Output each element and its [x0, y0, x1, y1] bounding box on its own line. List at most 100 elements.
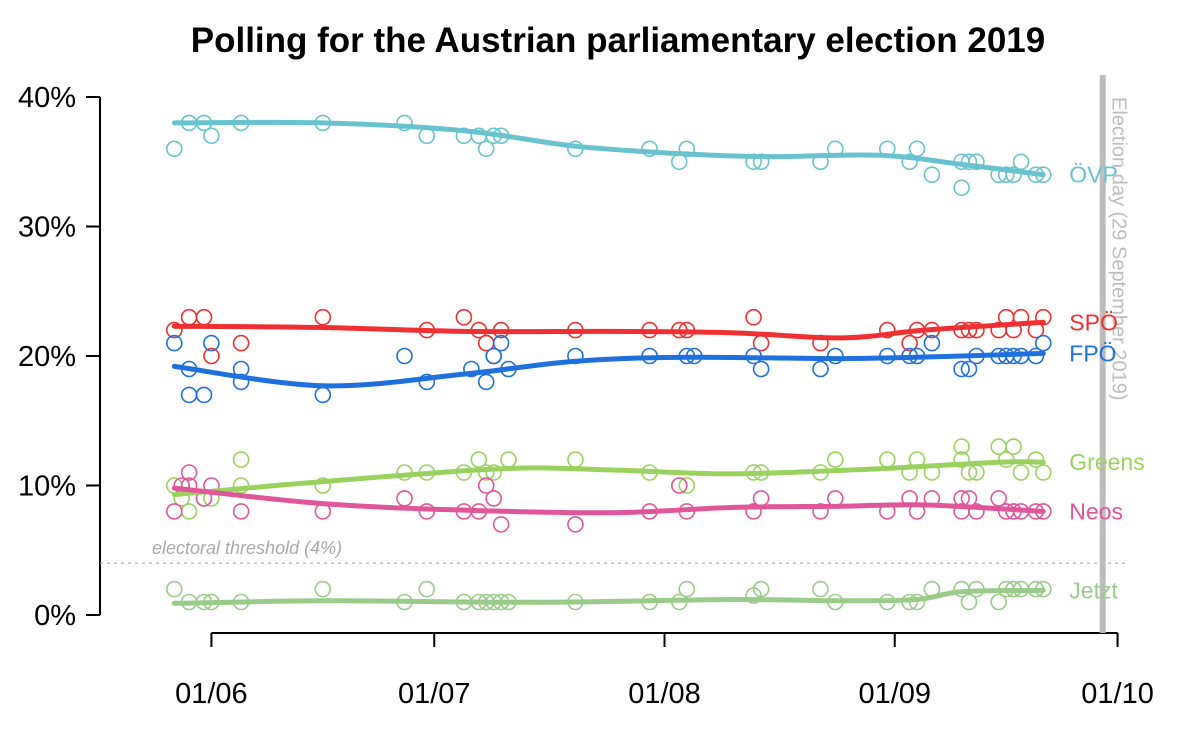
poll-point-greens: [1035, 464, 1052, 481]
trend-line-ovp: [171, 119, 1046, 178]
poll-point-greens: [953, 438, 970, 455]
poll-point-jetzt: [960, 593, 978, 611]
series-label-neos: Neos: [1069, 498, 1123, 524]
poll-point-ovp: [1005, 166, 1022, 183]
trend-line-fpo: [171, 350, 1046, 389]
poll-point-fpo: [953, 360, 970, 378]
trend-line-greens: [171, 459, 1046, 498]
poll-point-spo: [745, 308, 762, 326]
poll-point-fpo: [485, 347, 503, 365]
poll-point-ovp: [166, 140, 183, 158]
poll-point-ovp: [997, 166, 1015, 183]
poll-point-ovp: [477, 140, 495, 158]
poll-point-neos: [812, 503, 829, 520]
poll-point-greens: [567, 451, 584, 468]
poll-point-greens: [477, 464, 495, 481]
poll-point-ovp: [1012, 153, 1030, 171]
poll-point-spo: [203, 347, 220, 365]
poll-point-fpo: [923, 334, 941, 352]
poll-point-neos: [826, 490, 844, 507]
trend-line-jetzt: [171, 587, 1046, 606]
y-tick-label: 10%: [18, 471, 76, 503]
poll-point-spo: [960, 321, 978, 339]
series-label-ovp: ÖVP: [1069, 162, 1118, 188]
poll-point-fpo: [396, 347, 413, 365]
series-label-jetzt: Jetzt: [1069, 577, 1118, 603]
x-tick-label: 01/09: [858, 678, 931, 710]
poll-point-greens: [1012, 464, 1030, 481]
poll-point-ovp: [901, 153, 918, 171]
poll-point-fpo: [492, 334, 510, 352]
poll-point-spo: [314, 308, 332, 326]
poll-point-greens: [232, 451, 250, 468]
poll-point-spo: [901, 334, 918, 352]
poll-point-fpo: [826, 347, 844, 365]
poll-point-neos: [485, 490, 503, 507]
poll-point-greens: [470, 451, 488, 468]
poll-point-neos: [670, 477, 688, 494]
x-tick-label: 01/08: [628, 678, 701, 710]
poll-point-jetzt: [990, 593, 1008, 611]
poll-point-ovp: [203, 127, 220, 145]
poll-point-jetzt: [752, 580, 770, 598]
series-label-greens: Greens: [1069, 449, 1144, 475]
poll-point-neos: [166, 503, 183, 520]
poll-point-neos: [232, 503, 250, 520]
x-tick-label: 01/06: [175, 678, 248, 710]
poll-point-fpo: [812, 360, 829, 378]
poll-point-ovp: [953, 179, 970, 196]
poll-point-fpo: [752, 360, 770, 378]
poll-point-jetzt: [812, 580, 829, 598]
poll-point-greens: [878, 451, 896, 468]
series-label-fpo: FPÖ: [1069, 340, 1116, 366]
poll-point-spo: [166, 321, 183, 339]
poll-point-fpo: [195, 386, 213, 404]
poll-point-neos: [567, 516, 584, 533]
poll-point-ovp: [968, 153, 985, 171]
poll-point-jetzt: [314, 580, 332, 598]
threshold-label: electoral threshold (4%): [152, 538, 342, 558]
poll-point-neos: [492, 516, 510, 533]
poll-point-greens: [678, 477, 696, 494]
poll-point-jetzt: [166, 580, 183, 598]
poll-point-fpo: [166, 334, 183, 352]
poll-point-greens: [485, 464, 503, 481]
poll-point-ovp: [908, 140, 926, 158]
poll-point-greens: [953, 451, 970, 468]
poll-point-spo: [180, 308, 198, 326]
trend-line-spo: [171, 319, 1046, 341]
poll-point-neos: [745, 503, 762, 520]
poll-point-spo: [878, 321, 896, 339]
poll-point-spo: [455, 308, 473, 326]
series-labels: ÖVP SPÖ FPÖ Greens Neos Jetzt: [1069, 162, 1144, 604]
poll-point-spo: [232, 334, 250, 352]
poll-point-greens: [314, 477, 332, 494]
poll-point-spo: [968, 321, 985, 339]
poll-point-neos: [477, 477, 495, 494]
trend-lines: [171, 119, 1046, 606]
poll-point-jetzt: [418, 580, 436, 598]
poll-point-greens: [1005, 438, 1022, 455]
trend-line-neos: [171, 485, 1046, 516]
y-tick-label: 40%: [18, 82, 76, 114]
y-tick-label: 20%: [18, 341, 76, 373]
y-tick-label: 0%: [34, 600, 76, 632]
poll-point-ovp: [396, 114, 413, 132]
poll-point-neos: [990, 490, 1008, 507]
poll-point-fpo: [477, 373, 495, 391]
poll-point-fpo: [960, 360, 978, 378]
election-day-label: Election day (29 September 2019): [1108, 97, 1130, 401]
poll-point-greens: [500, 451, 517, 468]
chart-title: Polling for the Austrian parliamentary e…: [191, 21, 1046, 60]
poll-point-neos: [396, 490, 413, 507]
poll-point-fpo: [314, 386, 332, 404]
x-tick-label: 01/10: [1081, 678, 1154, 710]
poll-point-fpo: [180, 386, 198, 404]
series-label-spo: SPÖ: [1069, 309, 1118, 335]
poll-point-ovp: [641, 140, 658, 158]
poll-point-neos: [968, 503, 985, 520]
poll-point-jetzt: [678, 580, 696, 598]
poll-point-neos: [180, 464, 198, 481]
axes: 0% 10% 20% 30% 40% 01/06 01/07 01/08 01/09 01/10: [18, 82, 1154, 710]
